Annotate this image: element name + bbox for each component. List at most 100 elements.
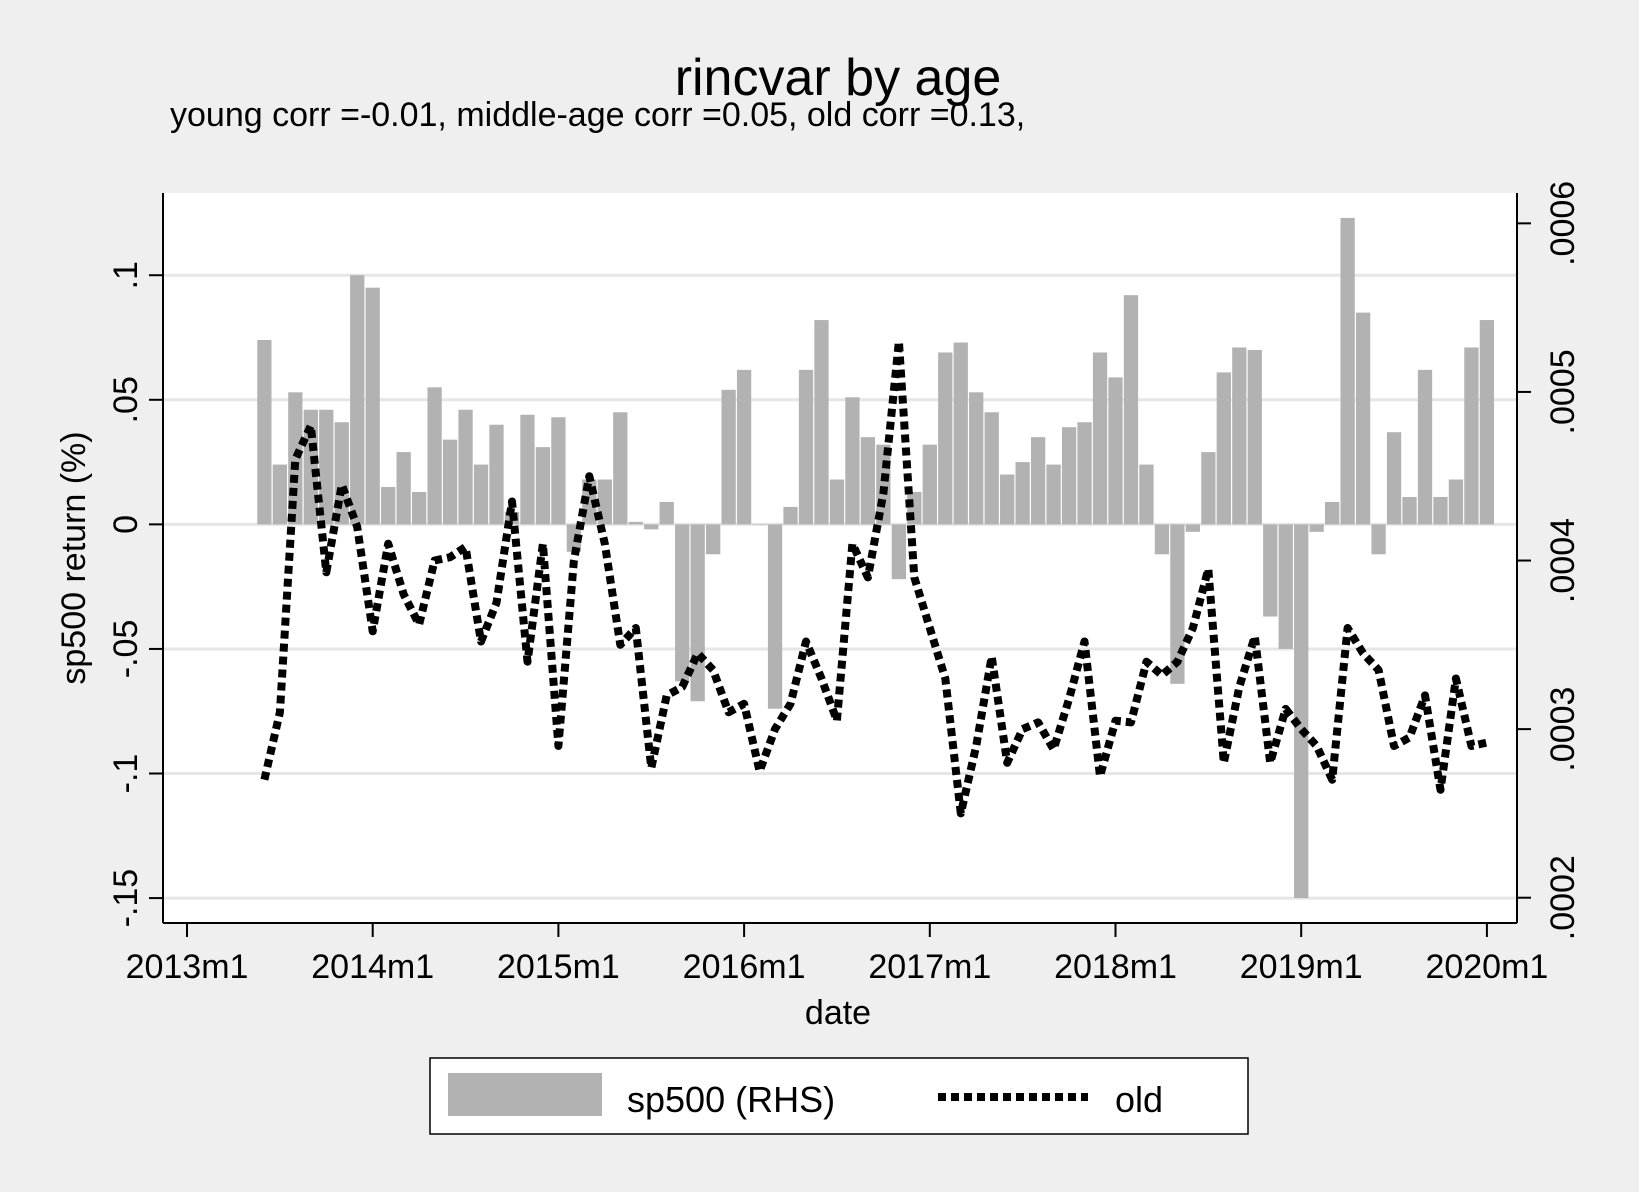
bar — [1077, 422, 1092, 525]
bar — [706, 524, 721, 555]
bar — [1030, 437, 1046, 525]
bar — [1123, 295, 1139, 525]
bar — [551, 417, 566, 525]
chart-title: rincvar by age — [675, 49, 1002, 107]
bar — [845, 397, 860, 525]
bar — [1185, 524, 1201, 532]
axes — [162, 193, 1518, 924]
bar — [1355, 312, 1371, 525]
bar — [272, 464, 287, 525]
y-left-tick-label: -.1 — [107, 754, 145, 794]
bar — [922, 444, 937, 525]
bar — [535, 447, 551, 525]
x-tick-label: 2015m1 — [497, 948, 620, 986]
y-left-tick-label: 0 — [107, 515, 145, 534]
bar — [1325, 501, 1340, 525]
bar — [350, 275, 365, 525]
bar — [411, 491, 427, 525]
bar — [365, 287, 380, 525]
bar — [1464, 347, 1479, 525]
y-left-tick-label: .1 — [107, 261, 145, 289]
bar — [767, 524, 783, 709]
legend-label-bar: sp500 (RHS) — [627, 1079, 835, 1120]
x-axis-label: date — [805, 994, 871, 1032]
y-right-tick-label: .0003 — [1544, 687, 1582, 772]
x-axis-ticks: 2013m1 2014m1 2015m1 2016m1 2017m1 2018m1 2019… — [126, 923, 1548, 986]
x-tick-label: 2016m1 — [683, 948, 806, 986]
bar — [1417, 369, 1433, 525]
bar — [969, 392, 984, 525]
bar — [257, 339, 272, 525]
y-right-tick-label: .0002 — [1544, 855, 1582, 940]
bar — [953, 342, 968, 525]
legend-label-line: old — [1115, 1079, 1163, 1120]
legend: sp500 (RHS) old — [429, 1057, 1249, 1135]
bar — [1046, 464, 1061, 525]
x-tick-label: 2018m1 — [1054, 948, 1177, 986]
bar — [891, 524, 906, 580]
bar — [442, 439, 458, 525]
x-tick-label: 2013m1 — [126, 948, 249, 986]
y-left-tick-label: .05 — [107, 376, 145, 423]
line-series — [260, 337, 1488, 818]
bar — [1000, 474, 1015, 525]
bar — [1309, 524, 1324, 532]
bar — [1448, 479, 1464, 525]
bar — [829, 479, 845, 525]
chart-subtitle: young corr =-0.01, middle-age corr =0.05… — [170, 96, 1025, 134]
bar — [1433, 496, 1448, 525]
bar — [736, 369, 752, 525]
bar — [783, 506, 798, 525]
bar — [860, 437, 876, 525]
bar — [613, 412, 628, 525]
y-right-axis-ticks: .0002 .0003 .0004 .0005 .0006 — [1517, 181, 1582, 940]
x-tick-label: 2019m1 — [1240, 948, 1363, 986]
bar — [566, 524, 582, 552]
bar — [1139, 464, 1154, 525]
legend-swatch-bar — [448, 1073, 602, 1116]
bar — [1108, 377, 1123, 525]
bar — [1201, 452, 1216, 525]
bar — [381, 486, 396, 525]
bar — [659, 501, 674, 525]
y-right-tick-label: .0004 — [1544, 518, 1582, 603]
bar — [1386, 432, 1402, 525]
bar — [690, 524, 705, 702]
bar — [814, 320, 829, 525]
bar — [473, 464, 489, 525]
bar — [1247, 349, 1262, 525]
y-right-tick-label: .0006 — [1544, 181, 1582, 266]
bar — [798, 369, 814, 525]
bar — [1278, 524, 1293, 649]
bar — [1170, 524, 1185, 684]
bar — [1294, 524, 1309, 899]
bar — [520, 414, 535, 525]
bar — [1216, 372, 1231, 525]
bar-series — [257, 217, 1495, 899]
y-left-axis-ticks: -.15 -.1 -.05 0 .05 .1 — [107, 261, 163, 927]
y-axis-label: sp500 return (%) — [55, 431, 93, 684]
bar — [1154, 524, 1170, 555]
bar — [334, 422, 349, 525]
bar — [427, 387, 442, 525]
x-tick-label: 2017m1 — [868, 948, 991, 986]
y-left-tick-label: -.15 — [107, 869, 145, 928]
bar — [644, 524, 659, 530]
x-tick-label: 2014m1 — [311, 948, 434, 986]
bar — [319, 409, 334, 525]
bar — [1061, 427, 1077, 525]
bar — [752, 524, 767, 525]
bar — [1092, 352, 1108, 525]
bar — [1015, 462, 1030, 525]
bar — [675, 524, 690, 682]
x-tick-label: 2020m1 — [1425, 948, 1548, 986]
bar — [1232, 347, 1247, 525]
bar — [1402, 496, 1417, 525]
bar — [458, 409, 473, 525]
bar — [1263, 524, 1278, 617]
y-right-tick-label: .0005 — [1544, 349, 1582, 434]
bar — [984, 412, 999, 525]
line-old — [260, 337, 1488, 818]
